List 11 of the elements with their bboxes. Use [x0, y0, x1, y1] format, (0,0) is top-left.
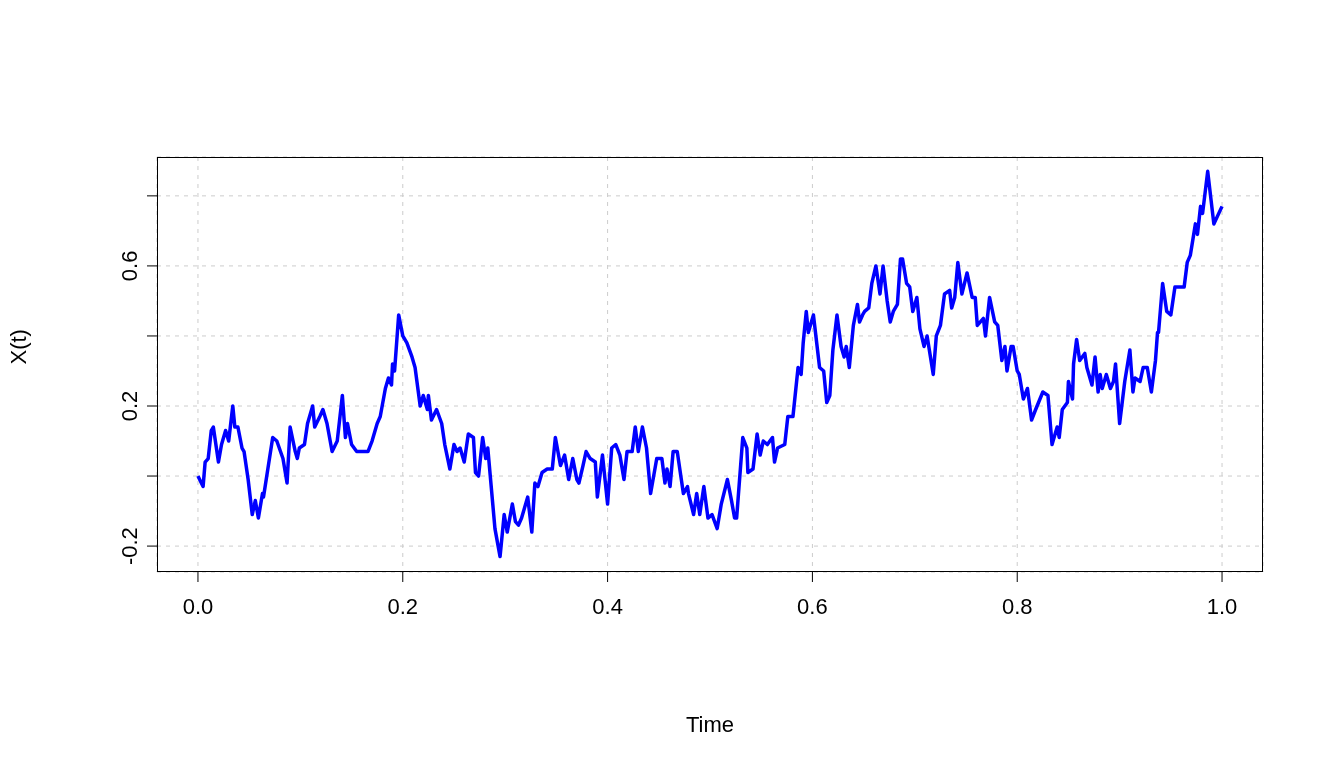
x-tick-label: 0.0 [182, 593, 214, 619]
x-tick-label: 0.4 [592, 593, 623, 619]
y-tick-label: 0.2 [117, 390, 142, 422]
x-tick-label: 0.8 [1001, 593, 1033, 619]
x-tick-label: 0.2 [387, 593, 419, 619]
x-axis-title: Time [685, 712, 735, 737]
y-axis-title: X(t) [5, 329, 31, 365]
x-tick-label: 0.6 [797, 593, 828, 619]
y-tick-label: 0.6 [117, 250, 142, 282]
y-tick-label: -0.2 [117, 527, 142, 566]
x-tick-label: 1.0 [1206, 593, 1238, 619]
